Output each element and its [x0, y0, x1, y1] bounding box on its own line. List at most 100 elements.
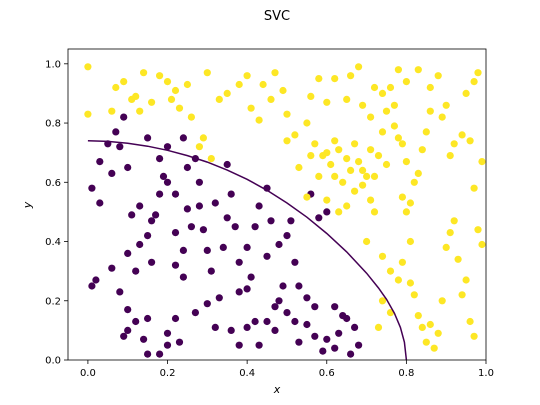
class-1-point: [339, 178, 347, 186]
class-1-point: [347, 166, 355, 174]
class-1-point: [386, 267, 395, 275]
x-tick-label: 0.6: [319, 368, 335, 379]
class-1-point: [363, 237, 371, 246]
class-0-point: [116, 288, 124, 296]
class-1-point: [462, 89, 470, 97]
class-1-point: [195, 143, 203, 151]
class-1-point: [215, 95, 223, 103]
class-0-point: [207, 267, 215, 275]
class-1-point: [470, 184, 478, 192]
class-0-point: [243, 243, 251, 251]
class-0-point: [231, 223, 239, 231]
class-1-point: [474, 226, 482, 234]
class-0-point: [183, 205, 191, 213]
y-tick-label: 0.2: [45, 296, 61, 307]
class-0-point: [195, 202, 203, 210]
class-1-point: [374, 323, 383, 331]
class-1-point: [343, 202, 351, 210]
class-0-point: [144, 350, 152, 358]
class-1-point: [148, 98, 156, 106]
class-1-point: [259, 80, 267, 89]
class-0-point: [171, 190, 180, 198]
class-1-point: [370, 172, 379, 180]
class-1-point: [438, 113, 446, 121]
class-1-point: [156, 72, 164, 80]
class-0-point: [156, 350, 164, 358]
class-0-point: [295, 338, 303, 346]
plot-points: [84, 63, 486, 358]
class-0-point: [132, 317, 140, 326]
class-0-point: [112, 128, 120, 136]
class-0-point: [148, 217, 156, 225]
class-0-point: [179, 246, 187, 254]
class-0-point: [271, 326, 279, 334]
class-0-point: [283, 232, 291, 240]
class-1-point: [343, 95, 351, 103]
class-1-point: [406, 237, 414, 246]
class-0-point: [335, 329, 343, 337]
class-1-point: [426, 107, 434, 115]
class-1-point: [84, 63, 92, 71]
x-tick-label: 0.4: [239, 368, 255, 379]
class-1-point: [163, 78, 172, 86]
class-1-point: [223, 89, 231, 97]
class-1-point: [359, 181, 367, 189]
class-1-point: [323, 196, 331, 204]
class-0-point: [311, 332, 319, 340]
class-1-point: [255, 116, 263, 124]
plot-frame: [67, 48, 487, 361]
class-1-point: [466, 137, 474, 145]
class-0-point: [347, 350, 355, 358]
class-0-point: [263, 252, 271, 260]
class-1-point: [378, 128, 387, 136]
class-1-point: [315, 172, 323, 180]
class-0-point: [227, 326, 235, 334]
class-1-point: [382, 107, 391, 115]
class-1-point: [311, 140, 319, 148]
y-axis-label: y: [21, 201, 34, 209]
class-0-point: [136, 240, 144, 249]
class-0-point: [128, 211, 136, 219]
class-0-point: [136, 202, 144, 210]
class-1-point: [359, 166, 367, 174]
class-0-point: [152, 211, 160, 219]
class-1-point: [367, 113, 375, 121]
class-1-point: [454, 255, 462, 263]
y-tick-label: 0.8: [45, 119, 61, 130]
class-0-point: [124, 306, 132, 314]
class-0-point: [108, 264, 116, 272]
class-0-point: [195, 178, 203, 186]
class-1-point: [207, 155, 215, 163]
class-0-point: [215, 294, 223, 302]
class-0-point: [311, 303, 319, 311]
class-1-point: [331, 172, 339, 180]
class-0-point: [355, 341, 363, 349]
class-0-point: [175, 338, 184, 346]
class-1-point: [187, 113, 195, 121]
class-1-point: [315, 75, 323, 83]
class-1-point: [279, 86, 287, 95]
class-1-point: [378, 297, 387, 305]
class-1-point: [323, 98, 331, 106]
class-1-point: [446, 229, 454, 237]
class-1-point: [398, 193, 406, 201]
class-0-point: [96, 158, 104, 166]
class-0-point: [243, 285, 251, 293]
class-0-point: [319, 347, 327, 355]
class-1-point: [291, 131, 299, 139]
class-1-point: [247, 104, 255, 112]
y-tick-label: 1.0: [45, 59, 61, 70]
class-0-point: [163, 329, 172, 337]
class-0-point: [223, 160, 231, 169]
class-1-point: [450, 140, 458, 148]
class-1-point: [331, 75, 339, 83]
class-1-point: [438, 297, 446, 305]
class-1-point: [418, 146, 426, 154]
class-1-point: [175, 104, 184, 112]
class-1-point: [474, 69, 482, 77]
class-1-point: [430, 344, 438, 352]
class-0-point: [116, 143, 124, 151]
class-1-point: [478, 158, 486, 166]
class-1-point: [466, 317, 474, 326]
